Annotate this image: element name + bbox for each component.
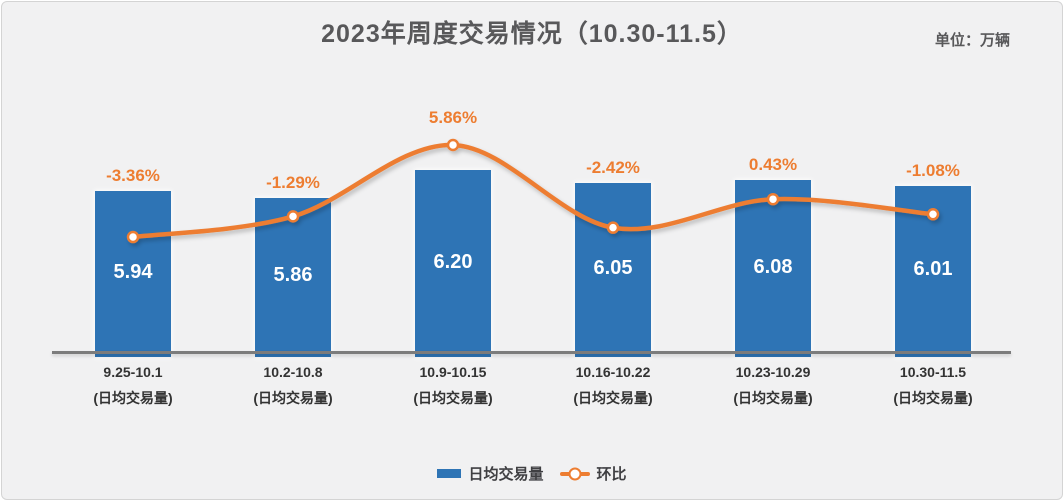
pct-change-label: -1.29% — [266, 172, 320, 192]
x-tick-sublabel: (日均交易量) — [893, 390, 973, 406]
x-tick-sublabel: (日均交易量) — [573, 390, 653, 406]
chart-title: 2023年周度交易情况（10.30-11.5） — [321, 20, 743, 48]
x-tick-date-range: 10.16-10.22 — [575, 364, 651, 380]
bar-value-label: 5.94 — [113, 261, 153, 284]
legend-line-marker-dot — [568, 467, 581, 480]
x-axis-tick: 10.23-10.29 (日均交易量) — [693, 359, 853, 411]
legend-item-line: 环比 — [559, 463, 627, 484]
pct-change-label: -1.08% — [906, 160, 960, 180]
x-tick-sublabel: (日均交易量) — [413, 390, 493, 406]
bar-value-label: 6.08 — [753, 255, 793, 278]
legend-line-swatch — [559, 467, 590, 480]
x-tick-date-range: 10.9-10.15 — [419, 364, 487, 380]
x-tick-sublabel: (日均交易量) — [93, 390, 173, 406]
bar-value-label: 6.01 — [913, 258, 953, 281]
legend-bar-swatch — [437, 469, 462, 478]
legend: 日均交易量 环比 — [0, 463, 1064, 484]
bar-value-label: 5.86 — [273, 264, 313, 287]
bar-value-label: 6.05 — [593, 256, 633, 279]
x-axis-tick: 9.25-10.1 (日均交易量) — [53, 359, 213, 411]
unit-label: 单位：万辆 — [934, 32, 1010, 49]
x-tick-date-range: 9.25-10.1 — [103, 364, 163, 380]
x-tick-sublabel: (日均交易量) — [253, 390, 333, 406]
pct-change-label: 0.43% — [748, 155, 798, 175]
x-axis-tick: 10.9-10.15 (日均交易量) — [373, 359, 533, 411]
pct-change-label: -3.36% — [106, 166, 160, 186]
x-axis-tick: 10.16-10.22 (日均交易量) — [533, 359, 693, 411]
legend-line-label: 环比 — [596, 466, 627, 483]
x-axis-tick: 10.30-11.5 (日均交易量) — [853, 359, 1013, 411]
x-axis-line — [52, 351, 1011, 354]
pct-change-label: -2.42% — [586, 157, 640, 177]
x-tick-date-range: 10.2-10.8 — [263, 364, 323, 380]
bar-value-label: 6.20 — [433, 250, 473, 273]
x-tick-date-range: 10.23-10.29 — [735, 364, 811, 380]
line-marker — [446, 138, 460, 152]
x-tick-sublabel: (日均交易量) — [733, 390, 813, 406]
pct-change-label: 5.86% — [428, 108, 478, 128]
legend-bar-label: 日均交易量 — [468, 466, 544, 483]
x-tick-date-range: 10.30-11.5 — [899, 364, 967, 380]
legend-item-bar: 日均交易量 — [437, 463, 544, 484]
x-axis-tick: 10.2-10.8 (日均交易量) — [213, 359, 373, 411]
